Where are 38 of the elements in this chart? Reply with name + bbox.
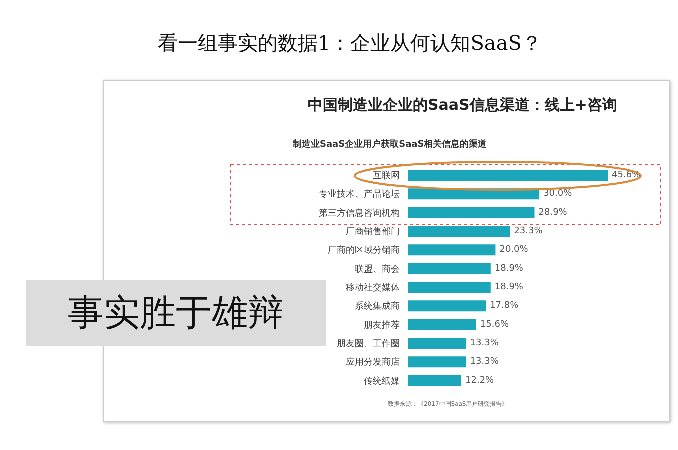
data-label: 17.8% bbox=[490, 301, 520, 312]
y-tick-label: 朋友推荐 bbox=[364, 320, 400, 331]
data-label: 18.9% bbox=[494, 282, 524, 292]
y-tick-label: 联盟、商会 bbox=[355, 264, 400, 275]
bar bbox=[408, 226, 510, 237]
bar bbox=[408, 207, 535, 218]
text: 事实胜于雄辩 bbox=[26, 280, 326, 346]
chart-subtitle: 制造业SaaS企业用户获取SaaS相关信息的渠道 bbox=[293, 138, 488, 151]
chart-title: 中国制造业企业的SaaS信息渠道：线上+咨询 bbox=[308, 96, 618, 115]
y-tick-label: 厂商销售部门 bbox=[346, 226, 400, 238]
y-tick-label: 厂商的区域分销商 bbox=[328, 245, 400, 256]
bar bbox=[408, 356, 466, 368]
data-label: 30.0% bbox=[544, 189, 573, 200]
y-tick-label: 应用分发商店 bbox=[346, 357, 400, 368]
bar bbox=[408, 263, 491, 274]
y-tick-label: 移动社交媒体 bbox=[346, 282, 400, 294]
bar bbox=[408, 282, 491, 293]
bar bbox=[408, 375, 462, 386]
data-label: 28.9% bbox=[538, 208, 568, 218]
data-label: 15.6% bbox=[480, 320, 510, 330]
data-label: 18.9% bbox=[494, 264, 524, 274]
y-tick-label: 专业技术、产品论坛 bbox=[319, 189, 400, 200]
data-label: 12.2% bbox=[466, 376, 495, 386]
bar bbox=[408, 338, 466, 349]
y-tick-label: 朋友圈、工作圈 bbox=[337, 338, 400, 350]
y-tick-label: 互联网 bbox=[373, 170, 400, 182]
text: 看一组事实的数据1：企业从何认知SaaS？ bbox=[158, 30, 542, 57]
y-tick-label: 传统纸媒 bbox=[364, 376, 400, 387]
bar bbox=[408, 244, 496, 256]
bar bbox=[408, 300, 486, 312]
data-label: 20.0% bbox=[500, 245, 529, 256]
y-tick-label: 第三方信息咨询机构 bbox=[319, 208, 400, 219]
bar bbox=[408, 170, 608, 181]
data-label: 23.3% bbox=[514, 226, 544, 236]
data-label: 13.3% bbox=[470, 338, 500, 348]
bar bbox=[408, 319, 476, 330]
y-tick-label: 系统集成商 bbox=[355, 301, 400, 312]
data-label: 13.3% bbox=[470, 357, 500, 368]
